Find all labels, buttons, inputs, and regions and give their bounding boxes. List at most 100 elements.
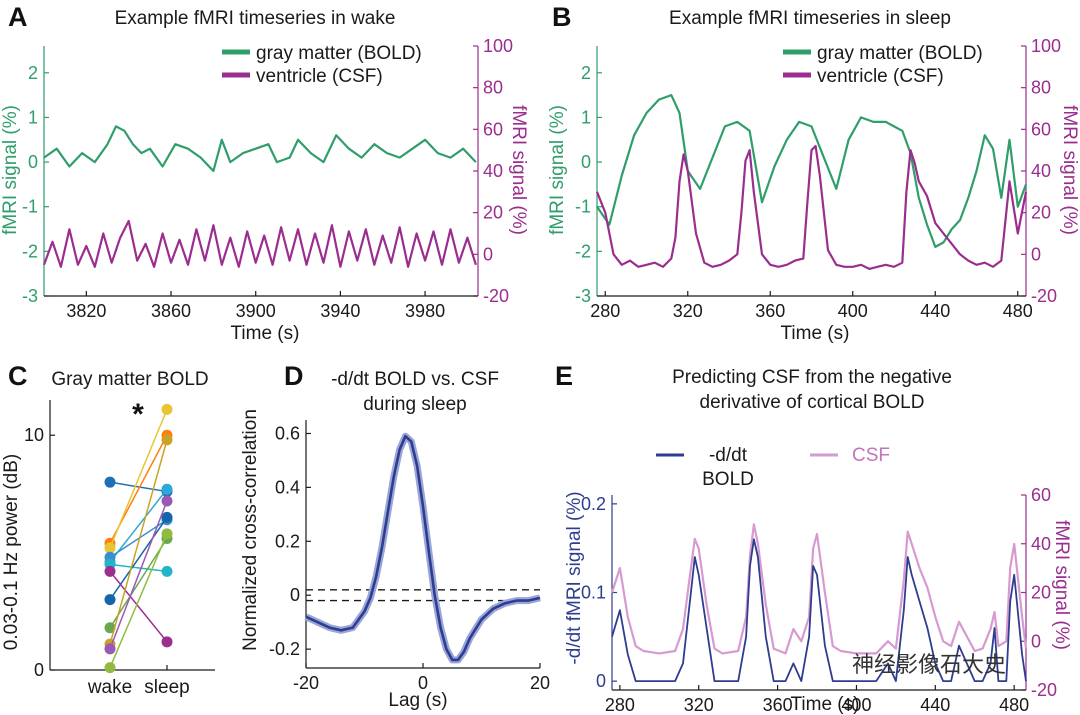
x-axis-tick-label: 360 (763, 695, 793, 715)
left-axis-tick-label: -2 (22, 241, 38, 261)
data-point (104, 594, 116, 606)
data-point (161, 495, 173, 507)
panel-c-title: Gray matter BOLD (51, 369, 208, 390)
x-axis-tick-label: 400 (838, 301, 868, 321)
right-axis-tick-label: 80 (1031, 78, 1051, 98)
pair-line (109, 533, 168, 668)
x-axis-tick-label: 3860 (151, 301, 191, 321)
panel-e-title: Predicting CSF from the negative (672, 367, 952, 388)
x-axis-tick-label: -20 (293, 673, 319, 693)
panel-a-legend: gray matter (BOLD) ventricle (CSF) (222, 43, 422, 87)
panel-b: B Example fMRI timeseries in sleep gray … (547, 2, 1080, 344)
series-line-csf (610, 523, 1028, 655)
right-axis-tick-label: 40 (1031, 161, 1051, 181)
data-point (161, 528, 173, 540)
panel-b-ylabel-left: fMRI signal (%) (547, 105, 568, 235)
right-axis-tick-label: 0 (1031, 631, 1041, 651)
right-axis-tick-label: 20 (483, 203, 503, 223)
panel-label-e: E (555, 361, 573, 391)
panel-b-xlabel: Time (s) (781, 323, 850, 344)
data-point (161, 434, 173, 446)
panel-c-ylabel: 0.03-0.1 Hz power (dB) (1, 454, 22, 650)
left-axis-tick-label: -3 (575, 286, 591, 306)
series-line-0 (596, 93, 1028, 248)
x-axis-tick-label: 3820 (66, 301, 106, 321)
y-axis-tick-label: 0.4 (275, 477, 300, 497)
right-axis-tick-label: 0 (483, 244, 493, 264)
panel-a: A Example fMRI timeseries in wake gray m… (0, 2, 529, 344)
panel-label-d: D (284, 361, 304, 391)
data-point (161, 403, 173, 415)
panel-a-xlabel: Time (s) (231, 323, 300, 344)
right-axis-tick-label: 20 (1031, 203, 1051, 223)
y-axis-tick-label: 0.6 (275, 423, 300, 443)
panel-a-ylabel-left: fMRI signal (%) (0, 105, 21, 235)
data-point (161, 483, 173, 495)
x-axis-tick-label: 0 (418, 673, 428, 693)
panel-b-ylabel-right: fMRI signal (%) (1059, 105, 1080, 235)
panel-label-a: A (8, 2, 28, 32)
x-axis-tick-label: 3980 (405, 301, 445, 321)
right-axis-tick-label: 0 (1031, 244, 1041, 264)
right-axis-tick-label: 100 (1031, 36, 1061, 56)
y-axis-tick-label: 0 (34, 660, 44, 680)
panel-e-ylabel-left: -d/dt fMRI signal (%) (564, 491, 585, 664)
x-axis-tick-label: 360 (755, 301, 785, 321)
panel-d-xlabel: Lag (s) (388, 690, 447, 711)
panel-c: C Gray matter BOLD * 0.03-0.1 Hz power (… (1, 361, 215, 698)
right-axis-tick-label: 60 (1031, 485, 1051, 505)
pair-line (109, 563, 168, 573)
left-axis-tick-label: -2 (575, 241, 591, 261)
left-axis-tick-label: 2 (581, 63, 591, 83)
panel-a-ylabel-right: fMRI signal (%) (508, 105, 529, 235)
right-axis-tick-label: 40 (1031, 534, 1051, 554)
x-axis-tick-label: 3900 (236, 301, 276, 321)
pair-line (109, 439, 168, 645)
x-axis-tick-label: 480 (1003, 301, 1033, 321)
pair-line (109, 481, 168, 493)
x-axis-tick-label: 440 (920, 301, 950, 321)
x-axis-tick-label: 20 (530, 673, 550, 693)
right-axis-tick-label: 40 (483, 161, 503, 181)
pair-line (109, 516, 168, 600)
panel-e-ylabel-right: fMRI signal (%) (1051, 520, 1072, 650)
panel-label-c: C (8, 361, 28, 391)
significance-star: * (132, 398, 144, 431)
left-axis-tick-label: 0.2 (581, 494, 606, 514)
x-axis-tick-label: 3940 (320, 301, 360, 321)
cross-correlation-line (305, 434, 541, 662)
right-axis-tick-label: 60 (1031, 119, 1051, 139)
panel-e-legend: -d/dt BOLD CSF (656, 445, 890, 490)
left-axis-tick-label: 2 (28, 63, 38, 83)
left-axis-tick-label: -1 (575, 197, 591, 217)
panel-d-ylabel: Normalized cross-correlation (240, 409, 261, 651)
series-line-1 (42, 219, 477, 268)
data-point (104, 565, 116, 577)
data-point (104, 622, 116, 634)
x-axis-tick-label: 440 (920, 695, 950, 715)
panel-label-b: B (552, 2, 572, 32)
panel-e-xlabel: Time (s) (791, 694, 860, 715)
left-axis-tick-label: -3 (22, 286, 38, 306)
legend-label-gray-matter: gray matter (BOLD) (817, 43, 983, 64)
pair-line (109, 409, 168, 549)
left-axis-tick-label: 1 (581, 107, 591, 127)
right-axis-tick-label: 20 (1031, 583, 1051, 603)
category-label-wake: wake (87, 677, 132, 698)
left-axis-tick-label: 0.1 (581, 583, 606, 603)
panel-b-legend: gray matter (BOLD) ventricle (CSF) (783, 43, 983, 87)
data-point (161, 511, 173, 523)
data-point (104, 662, 116, 674)
legend-label-ddt: -d/dt (709, 445, 748, 466)
series-line-0 (43, 125, 477, 173)
y-axis-tick-label: 0 (290, 585, 300, 605)
data-point (104, 542, 116, 554)
y-axis-tick-label: -0.2 (269, 639, 300, 659)
data-point (104, 643, 116, 655)
cross-correlation-ci-band (304, 432, 541, 664)
y-axis-tick-label: 10 (24, 425, 44, 445)
legend-label-csf: CSF (852, 445, 890, 466)
legend-label-gray-matter: gray matter (BOLD) (256, 43, 422, 64)
pair-line (109, 570, 168, 643)
